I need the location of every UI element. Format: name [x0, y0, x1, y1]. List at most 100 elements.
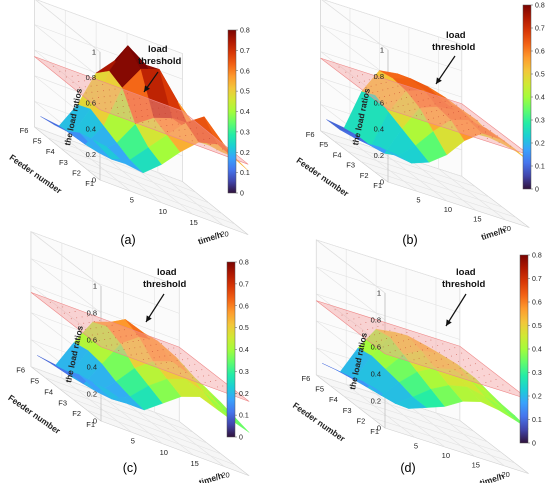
z-tick-label: 0.4: [86, 124, 96, 133]
threshold-dot: [71, 75, 73, 77]
threshold-dot: [135, 116, 137, 118]
threshold-dot: [88, 321, 90, 323]
threshold-dot: [165, 119, 167, 120]
colorbar-tick-label: 0.7: [532, 276, 542, 283]
threshold-dot: [91, 91, 93, 93]
threshold-dot: [365, 322, 367, 324]
grid-line: [316, 239, 460, 294]
colorbar-tick-label: 0.6: [239, 303, 249, 310]
z-tick-label: 0.2: [86, 150, 96, 159]
grid-line: [73, 158, 223, 214]
threshold-dot: [407, 103, 409, 105]
z-tick-label: 1: [377, 289, 381, 298]
feeder-tick-label: F5: [315, 385, 324, 394]
threshold-dot: [475, 134, 476, 136]
colorbar-tick-label: 0.7: [240, 48, 250, 55]
threshold-dot: [441, 108, 443, 110]
threshold-dot: [130, 334, 132, 336]
annotation-threshold: threshold: [138, 56, 181, 67]
threshold-dot: [432, 117, 434, 119]
threshold-dot: [481, 368, 483, 370]
threshold-dot: [182, 359, 183, 361]
load-surface: [37, 319, 250, 433]
threshold-dot: [398, 341, 399, 343]
threshold-dot: [375, 341, 377, 343]
grid-line: [347, 150, 489, 198]
threshold-dot: [358, 316, 360, 318]
grid-line: [320, 24, 462, 77]
time-tick-label: 5: [416, 196, 420, 205]
threshold-dot: [164, 355, 166, 357]
threshold-dot: [128, 348, 130, 350]
threshold-dot: [98, 339, 100, 341]
threshold-dot: [464, 366, 466, 368]
threshold-dot: [451, 355, 452, 357]
z-tick-label: 0: [92, 176, 96, 185]
threshold-dot: [123, 112, 125, 114]
grid-line: [47, 137, 196, 193]
threshold-dot: [176, 111, 178, 113]
threshold-dot: [427, 348, 428, 349]
threshold-dot: [397, 106, 399, 108]
threshold-dot: [108, 89, 110, 91]
threshold-dot: [357, 75, 359, 77]
threshold-dot: [146, 109, 148, 111]
threshold-dot: [449, 370, 451, 372]
colorbar-tick-label: 0.2: [239, 391, 249, 398]
colorbar-tick-label: 0.5: [240, 89, 250, 96]
threshold-dot: [444, 350, 446, 352]
threshold-dot: [498, 141, 500, 143]
time-tick-label: 20: [221, 471, 229, 480]
feeder-tick-label: F1: [373, 181, 382, 190]
threshold-dot: [155, 363, 157, 365]
threshold-dot: [136, 333, 138, 335]
threshold-dot: [394, 350, 396, 352]
threshold-dot: [79, 87, 80, 89]
threshold-dot: [185, 135, 187, 136]
threshold-dot: [405, 97, 407, 99]
threshold-dot: [408, 338, 410, 340]
threshold-dot: [168, 348, 169, 350]
threshold-dot: [159, 119, 161, 121]
threshold-dot: [503, 140, 505, 142]
threshold-dot: [418, 357, 420, 359]
threshold-dot: [130, 117, 131, 119]
threshold-dot: [179, 372, 181, 374]
threshold-dot: [427, 119, 429, 120]
threshold-dot: [202, 132, 204, 134]
threshold-dot: [133, 98, 135, 100]
threshold-dot: [76, 317, 78, 319]
z-tick-label: 0.4: [87, 363, 97, 372]
threshold-dot: [369, 335, 370, 337]
threshold-dot: [473, 378, 475, 380]
threshold-dot: [84, 329, 86, 331]
threshold-dot: [204, 144, 206, 146]
threshold-dot: [63, 312, 65, 314]
threshold-dot: [456, 125, 458, 127]
threshold-dot: [158, 356, 160, 358]
threshold-dot: [375, 84, 377, 86]
threshold-dot: [123, 349, 125, 351]
threshold-dot: [362, 74, 364, 76]
threshold-dot: [502, 384, 504, 386]
threshold-plane: [30, 292, 250, 402]
threshold-dot: [403, 340, 405, 342]
threshold-dot: [125, 335, 127, 337]
threshold-dot: [453, 112, 454, 114]
threshold-dot: [395, 99, 397, 101]
threshold-dot: [384, 96, 386, 97]
feeder-tick-label: F3: [59, 158, 68, 167]
feeder-tick-label: F6: [306, 130, 315, 139]
time-axis-label: time/h: [198, 470, 225, 483]
threshold-dot: [209, 138, 211, 139]
threshold-dot: [77, 323, 79, 325]
threshold-dot: [394, 93, 396, 95]
colorbar-tick-label: 0.4: [535, 95, 545, 102]
load-surface: [322, 328, 529, 430]
threshold-dot: [170, 112, 172, 114]
z-tick-label: 0: [93, 417, 97, 426]
threshold-dot: [127, 341, 129, 343]
threshold-dot: [456, 104, 458, 106]
threshold-dot: [410, 345, 411, 347]
colorbar-tick-label: 0.2: [240, 150, 250, 157]
